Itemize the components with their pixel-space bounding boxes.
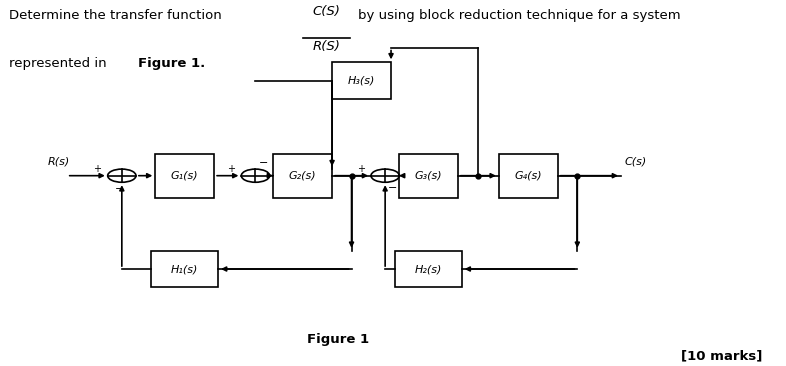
Text: H₃(s): H₃(s): [348, 75, 375, 86]
Text: Figure 1.: Figure 1.: [138, 57, 205, 70]
Text: G₁(s): G₁(s): [171, 171, 199, 181]
FancyBboxPatch shape: [156, 154, 214, 198]
Text: +: +: [94, 164, 101, 174]
FancyBboxPatch shape: [332, 62, 391, 99]
FancyBboxPatch shape: [151, 251, 218, 287]
Text: R(s): R(s): [48, 157, 70, 167]
Text: G₄(s): G₄(s): [514, 171, 542, 181]
Text: G₂(s): G₂(s): [288, 171, 317, 181]
FancyBboxPatch shape: [274, 154, 332, 198]
Text: Figure 1: Figure 1: [307, 333, 369, 346]
Text: H₂(s): H₂(s): [415, 264, 442, 274]
FancyBboxPatch shape: [395, 251, 462, 287]
Text: by using block reduction technique for a system: by using block reduction technique for a…: [358, 9, 680, 22]
Text: [10 marks]: [10 marks]: [681, 349, 762, 362]
Text: C(s): C(s): [625, 157, 647, 167]
FancyBboxPatch shape: [499, 154, 558, 198]
Text: R(S): R(S): [312, 40, 340, 53]
Text: −: −: [115, 184, 124, 194]
Text: represented in: represented in: [9, 57, 112, 70]
Text: G₃(s): G₃(s): [414, 171, 443, 181]
Text: +: +: [227, 164, 235, 174]
Text: H₁(s): H₁(s): [171, 264, 198, 274]
Text: Determine the transfer function: Determine the transfer function: [9, 9, 222, 22]
Text: −: −: [388, 183, 398, 193]
Text: −: −: [259, 158, 268, 168]
Text: +: +: [357, 164, 365, 174]
FancyBboxPatch shape: [399, 154, 458, 198]
Text: C(S): C(S): [312, 5, 340, 19]
